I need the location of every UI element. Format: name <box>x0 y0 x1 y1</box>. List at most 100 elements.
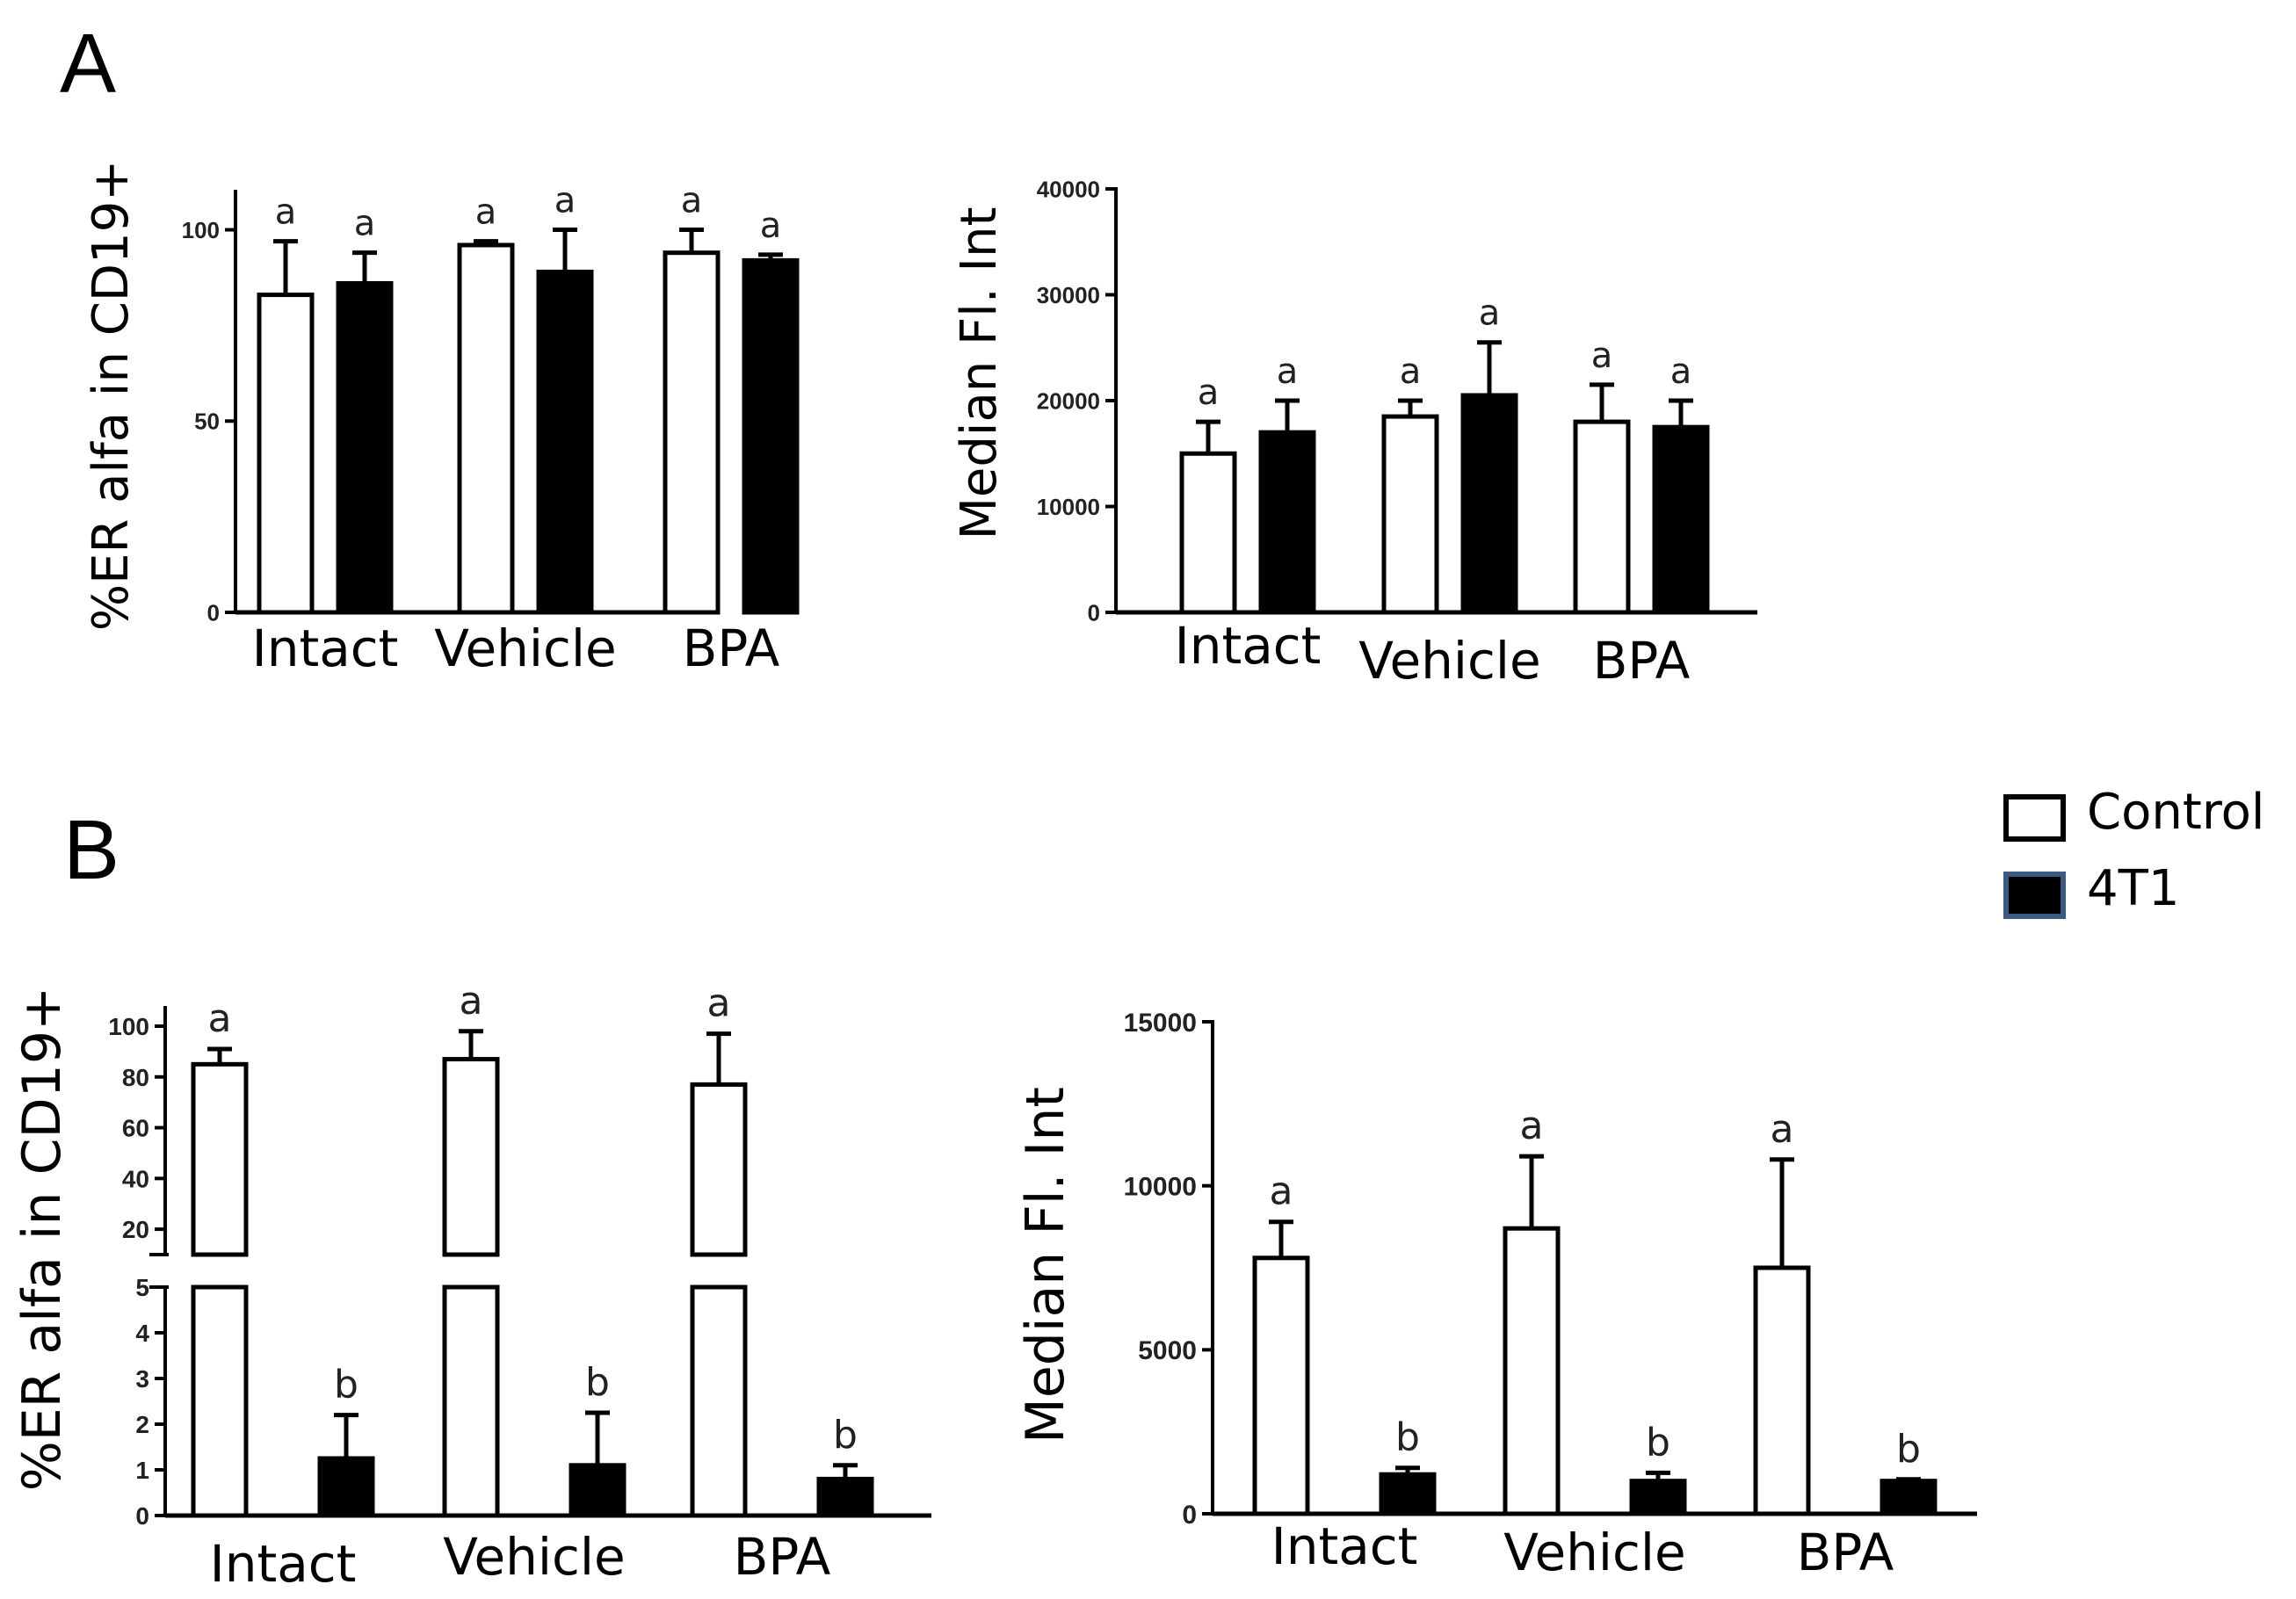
y-tick-label: 0 <box>207 599 220 626</box>
x-category-label: Vehicle <box>1503 1523 1685 1582</box>
y-tick-label: 40000 <box>1037 176 1100 202</box>
significance-label: a <box>1771 1107 1794 1152</box>
y-tick-label: 5000 <box>1138 1336 1197 1365</box>
x-category-label: Vehicle <box>1358 631 1540 691</box>
significance-label: a <box>208 996 232 1041</box>
bar-control <box>442 1057 500 1257</box>
significance-label: a <box>1520 1103 1544 1148</box>
bar-control <box>1503 1226 1561 1516</box>
bar-control <box>457 242 515 615</box>
bar-4t1 <box>816 1476 874 1518</box>
y-tick-label: 4 <box>135 1320 149 1347</box>
significance-label: a <box>1479 293 1501 334</box>
significance-label: b <box>1646 1420 1670 1465</box>
bar-4t1 <box>1629 1479 1687 1516</box>
significance-label: a <box>475 192 497 233</box>
chart-a-percent-er-alfa: 0 50 100 %ER alfa in CD19+ a a Intact a a Vehicle… <box>83 160 800 678</box>
significance-label: a <box>1670 351 1692 392</box>
significance-label: a <box>1277 351 1299 392</box>
y-tick-label: 0 <box>1182 1501 1197 1530</box>
bar-control <box>1753 1265 1811 1516</box>
chart-a-median-fl-int: 0 10000 20000 30000 40000 Median Fl. Int a a Int… <box>951 176 1757 691</box>
significance-label: a <box>354 204 376 244</box>
x-category-label: BPA <box>1797 1523 1894 1582</box>
bar-4t1 <box>536 269 594 615</box>
y-axis-label: Median Fl. Int <box>1015 1087 1076 1443</box>
panel-letter-a: A <box>60 17 116 111</box>
bar-control <box>1179 451 1237 615</box>
bar-control-lower <box>690 1284 748 1518</box>
y-tick-label: 1 <box>135 1457 149 1484</box>
bar-control <box>1573 419 1631 615</box>
bar-control <box>1252 1255 1310 1516</box>
y-tick-label: 15000 <box>1124 1009 1197 1038</box>
bar-4t1 <box>1880 1479 1937 1516</box>
x-category-label: BPA <box>1593 631 1691 691</box>
bar-4t1 <box>317 1456 375 1518</box>
y-axis-label: Median Fl. Int <box>951 207 1008 540</box>
bar-4t1 <box>336 281 394 615</box>
significance-label: b <box>334 1363 359 1407</box>
y-tick-label: 5 <box>135 1274 149 1301</box>
bar-control-lower <box>191 1284 249 1518</box>
x-category-label: Vehicle <box>443 1527 625 1587</box>
y-tick-label: 10000 <box>1037 494 1100 520</box>
y-tick-label: 100 <box>182 217 220 243</box>
y-tick-label: 0 <box>1088 599 1100 626</box>
significance-label: b <box>1896 1427 1921 1472</box>
bar-4t1 <box>1258 430 1316 615</box>
bar-4t1 <box>1652 424 1710 615</box>
y-tick-label: 10000 <box>1124 1172 1197 1201</box>
bar-control <box>191 1061 249 1257</box>
y-axis-label: %ER alfa in CD19+ <box>11 987 73 1492</box>
bar-4t1 <box>569 1463 627 1518</box>
bar-control-lower <box>442 1284 500 1518</box>
bar-control <box>257 293 315 615</box>
y-tick-label: 30000 <box>1037 282 1100 308</box>
y-axis-label: %ER alfa in CD19+ <box>83 160 140 631</box>
x-category-label: Vehicle <box>434 619 616 678</box>
bar-4t1 <box>1460 393 1518 615</box>
legend-swatch-control <box>2003 794 2066 842</box>
legend: Control 4T1 <box>2003 784 2264 919</box>
legend-label-control: Control <box>2087 784 2264 841</box>
significance-label: a <box>760 206 782 246</box>
significance-label: a <box>1270 1169 1293 1214</box>
significance-label: a <box>1198 373 1220 413</box>
y-tick-label: 50 <box>194 409 220 435</box>
significance-label: a <box>460 979 483 1024</box>
y-tick-label: 60 <box>122 1115 149 1142</box>
x-category-label: BPA <box>683 619 780 678</box>
chart-b-median-fl-int: 0 5000 10000 15000 Median Fl. Int a b Intact a b V… <box>1015 1009 1977 1582</box>
y-tick-label: 3 <box>135 1365 149 1393</box>
bar-control <box>1381 414 1439 615</box>
x-category-label: BPA <box>734 1527 831 1587</box>
significance-label: a <box>681 181 703 221</box>
significance-label: a <box>707 981 731 1026</box>
y-tick-label: 40 <box>122 1165 149 1192</box>
y-tick-label: 20 <box>122 1216 149 1243</box>
panel-letter-b: B <box>63 803 120 897</box>
significance-label: a <box>1400 351 1422 392</box>
significance-label: a <box>275 192 297 233</box>
y-tick-label: 0 <box>135 1502 149 1530</box>
significance-label: a <box>1591 336 1613 376</box>
legend-label-4t1: 4T1 <box>2087 860 2179 917</box>
y-tick-label: 100 <box>108 1013 149 1040</box>
bar-control <box>690 1082 748 1257</box>
x-category-label: Intact <box>1175 616 1322 676</box>
x-category-label: Intact <box>1271 1516 1418 1576</box>
significance-label: b <box>1395 1415 1420 1460</box>
legend-swatch-4t1 <box>2003 872 2066 919</box>
bar-control <box>663 250 721 615</box>
y-tick-label: 80 <box>122 1064 149 1091</box>
significance-label: b <box>585 1360 610 1405</box>
chart-b-percent-er-alfa: 0 1 2 3 4 5 20 40 60 80 100 %ER alfa in CD19+ a b Inta… <box>11 979 931 1594</box>
significance-label: a <box>554 181 576 221</box>
y-tick-label: 20000 <box>1037 387 1100 414</box>
bar-4t1 <box>1379 1472 1437 1516</box>
significance-label: b <box>833 1413 858 1458</box>
bar-4t1 <box>742 257 800 615</box>
x-category-label: Intact <box>252 619 399 678</box>
y-tick-label: 2 <box>135 1411 149 1438</box>
